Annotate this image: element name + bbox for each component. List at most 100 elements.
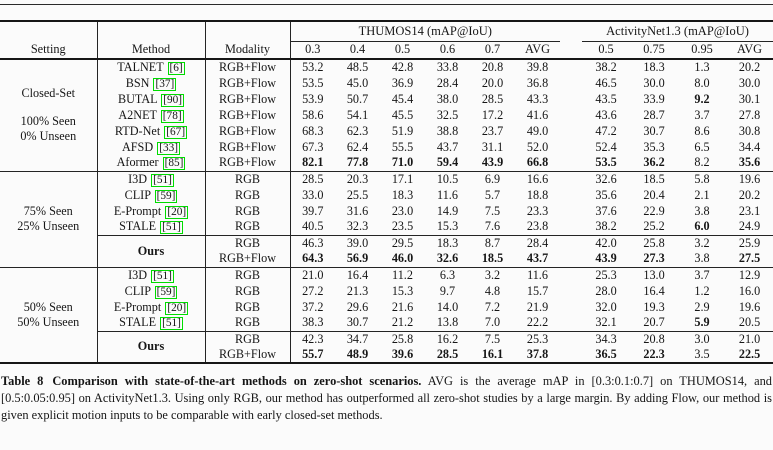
metric-value: 16.2 bbox=[425, 330, 470, 347]
table-row: AFSD [33] RGB+Flow 67.3 62.4 55.5 43.7 31.1 52.… bbox=[0, 139, 773, 155]
method-cell: TALNET [6] bbox=[96, 59, 205, 75]
modality-cell: RGB+Flow bbox=[204, 91, 290, 107]
citation-link[interactable]: [59] bbox=[154, 189, 178, 203]
metric-value: 43.9 bbox=[481, 155, 504, 170]
method-cell: BUTAL [90] bbox=[96, 91, 205, 107]
citation-link[interactable]: [78] bbox=[160, 109, 184, 123]
column-header: 0.4 bbox=[335, 41, 380, 60]
caption-title: Comparison with state-of-the-art methods… bbox=[52, 374, 422, 388]
metric-value: 30.7 bbox=[643, 123, 665, 138]
metric-value: 7.5 bbox=[484, 203, 501, 218]
metric-value: 82.1 bbox=[289, 155, 335, 171]
metric-value: 20.8 bbox=[481, 60, 504, 74]
metric-value: 45.0 bbox=[346, 75, 369, 90]
metric-value: 35.6 bbox=[738, 155, 761, 170]
citation-link[interactable]: [51] bbox=[160, 221, 183, 235]
metric-value: 21.6 bbox=[391, 299, 414, 314]
metric-value: 6.0 bbox=[694, 219, 710, 234]
citation-link[interactable]: [51] bbox=[151, 269, 174, 283]
metric-value: 18.5 bbox=[481, 251, 504, 266]
modality-cell: RGB bbox=[204, 299, 290, 315]
metric-value: 21.0 bbox=[289, 266, 335, 283]
modality-cell: RGB bbox=[204, 330, 290, 347]
column-gap bbox=[560, 266, 583, 283]
citation-link[interactable]: [51] bbox=[160, 317, 183, 331]
column-gap bbox=[560, 283, 582, 299]
metric-value: 32.6 bbox=[436, 251, 459, 266]
metric-value: 28.5 bbox=[289, 170, 335, 187]
metric-value: 7.2 bbox=[484, 299, 501, 314]
modality-cell: RGB+Flow bbox=[204, 123, 290, 139]
method-name: RTD-Net bbox=[114, 123, 161, 138]
column-gap bbox=[560, 234, 583, 251]
dataset-group-header-row: THUMOS14 (mAP@IoU) ActivityNet1.3 (mAP@I… bbox=[0, 21, 773, 42]
citation-link[interactable]: [33] bbox=[157, 141, 181, 155]
column-header-row: Setting Method Modality 0.3 0.4 0.5 0.6 0.7 AVG 0… bbox=[0, 41, 773, 60]
method-cell: CLIP [59] bbox=[96, 187, 205, 203]
table-row: BUTAL [90] RGB+Flow 53.9 50.7 45.4 38.0 28.5 43… bbox=[0, 91, 773, 107]
table-row-ours: Ours RGB 46.3 39.0 29.5 18.3 8.7 28.4 42.0 25.8 3.… bbox=[0, 234, 773, 267]
metric-value: 17.2 bbox=[481, 107, 504, 122]
empty-cell bbox=[96, 21, 205, 41]
metric-value: 24.9 bbox=[738, 219, 761, 234]
method-name: E-Prompt bbox=[113, 203, 162, 218]
metric-value: 16.4 bbox=[335, 266, 380, 283]
metric-value: 20.4 bbox=[643, 187, 665, 202]
metric-value: 20.5 bbox=[738, 315, 761, 330]
citation-link[interactable]: [90] bbox=[161, 93, 185, 107]
citation-link[interactable]: [20] bbox=[165, 205, 189, 219]
metric-value: 7.0 bbox=[484, 315, 501, 330]
metric-value: 25.8 bbox=[380, 330, 425, 347]
caption-label: Table 8 bbox=[1, 374, 44, 388]
column-gap bbox=[560, 315, 582, 331]
metric-value: 27.8 bbox=[738, 107, 761, 122]
metric-value: 12.9 bbox=[726, 266, 773, 283]
metric-value: 1.2 bbox=[694, 283, 710, 298]
metric-value: 20.0 bbox=[481, 75, 504, 90]
method-name: I3D bbox=[128, 267, 148, 282]
method-cell: I3D [51] bbox=[96, 266, 205, 283]
column-header: AVG bbox=[726, 41, 773, 60]
metric-value: 28.0 bbox=[595, 283, 617, 298]
setting-cell: Closed-Set 100% Seen 0% Unseen bbox=[0, 59, 97, 171]
paper-page: THUMOS14 (mAP@IoU) ActivityNet1.3 (mAP@I… bbox=[0, 4, 773, 424]
citation-link[interactable]: [6] bbox=[167, 62, 185, 75]
metric-value: 19.3 bbox=[643, 299, 665, 314]
column-header: Modality bbox=[204, 41, 290, 60]
metric-value: 50.7 bbox=[346, 91, 369, 106]
method-name: CLIP bbox=[124, 187, 151, 202]
metric-value: 37.8 bbox=[526, 347, 549, 361]
metric-value: 23.1 bbox=[738, 203, 761, 218]
citation-link[interactable]: [59] bbox=[154, 285, 178, 299]
modality-cell: RGB bbox=[204, 266, 290, 283]
metric-value: 7.5 bbox=[470, 330, 515, 347]
citation-link[interactable]: [37] bbox=[153, 77, 177, 91]
method-cell: STALE [51] bbox=[96, 219, 205, 235]
metric-value: 19.6 bbox=[738, 299, 761, 314]
metric-value: 6.5 bbox=[694, 139, 710, 154]
table-row: Aformer [85] RGB+Flow 82.1 77.8 71.0 59.4 43.9… bbox=[0, 155, 773, 171]
table-row: 50% Seen 50% Unseen I3D [51] RGB 21.0 16.4 11.… bbox=[0, 266, 773, 363]
empty-cell bbox=[204, 21, 290, 41]
caption-body: AVG is the average mAP in [0.3:0.1:0.7] … bbox=[1, 374, 773, 422]
metric-value: 6.9 bbox=[470, 170, 515, 187]
citation-link[interactable]: [20] bbox=[165, 301, 189, 315]
setting-primary: Closed-Set bbox=[21, 86, 76, 101]
metric-value: 39.0 bbox=[335, 234, 380, 251]
metric-value: 5.9 bbox=[694, 315, 710, 330]
metric-value: 43.7 bbox=[526, 251, 549, 266]
method-name: STALE bbox=[119, 315, 157, 330]
metric-value: 53.2 bbox=[289, 59, 335, 75]
metric-value: 10.5 bbox=[425, 170, 470, 187]
method-name: I3D bbox=[128, 171, 148, 186]
citation-link[interactable]: [85] bbox=[162, 157, 186, 171]
citation-link[interactable]: [67] bbox=[164, 125, 188, 139]
metric-value: 31.1 bbox=[481, 139, 504, 154]
metric-value: 53.5 bbox=[595, 155, 617, 170]
metric-value: 3.0 bbox=[678, 330, 727, 347]
results-table: THUMOS14 (mAP@IoU) ActivityNet1.3 (mAP@I… bbox=[0, 20, 773, 364]
metric-value: 45.4 bbox=[391, 91, 414, 106]
citation-link[interactable]: [51] bbox=[151, 173, 174, 187]
metric-value: 59.4 bbox=[436, 155, 459, 170]
empty-cell bbox=[0, 21, 97, 41]
